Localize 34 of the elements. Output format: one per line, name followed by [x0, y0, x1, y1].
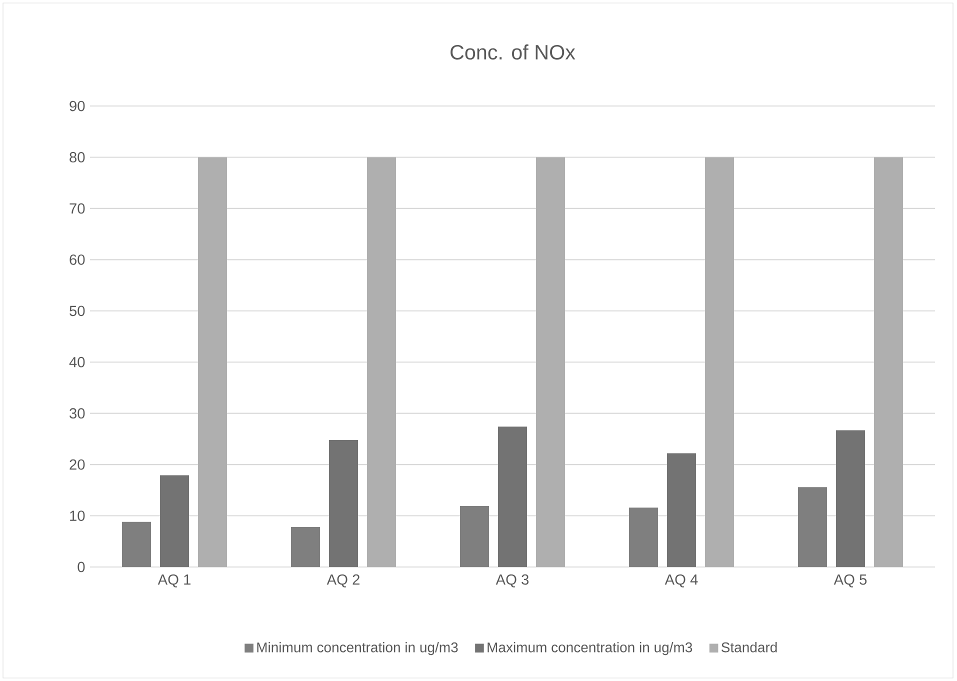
y-tick-label: 30 [70, 408, 85, 419]
bar [798, 487, 827, 567]
bar [329, 440, 358, 567]
legend-label: Standard [721, 642, 777, 652]
bar [667, 453, 696, 567]
bar [198, 157, 228, 567]
legend-label: Minimum concentration in ug/m3 [257, 642, 458, 656]
legend-label: Maximum concentration in ug/m3 [488, 642, 692, 656]
bar [367, 157, 396, 567]
bar [122, 522, 152, 567]
y-tick-label: 10 [70, 510, 85, 521]
bar [536, 157, 565, 567]
x-tick-label: AQ 5 [834, 574, 867, 588]
bar [160, 475, 190, 567]
chart-title: Conc. of NOx [450, 44, 576, 60]
y-tick-label: 40 [69, 356, 85, 368]
y-tick-label: 60 [70, 254, 85, 265]
bar [498, 426, 527, 567]
y-tick-label: 90 [70, 100, 85, 112]
y-tick-label: 0 [78, 562, 85, 572]
x-tick-label: AQ 3 [496, 574, 529, 588]
y-tick-label: 20 [70, 459, 85, 470]
x-tick-label: AQ 2 [326, 574, 360, 588]
bar [705, 157, 734, 567]
y-tick-label: 80 [70, 152, 85, 162]
bar [628, 508, 658, 567]
bar [874, 157, 903, 567]
bar [291, 527, 320, 567]
bar [460, 506, 489, 567]
x-tick-label: AQ 1 [158, 574, 190, 588]
y-tick-label: 50 [70, 306, 85, 316]
x-tick-label: AQ 4 [664, 574, 698, 588]
bar [836, 430, 865, 567]
y-tick-label: 70 [70, 203, 85, 214]
